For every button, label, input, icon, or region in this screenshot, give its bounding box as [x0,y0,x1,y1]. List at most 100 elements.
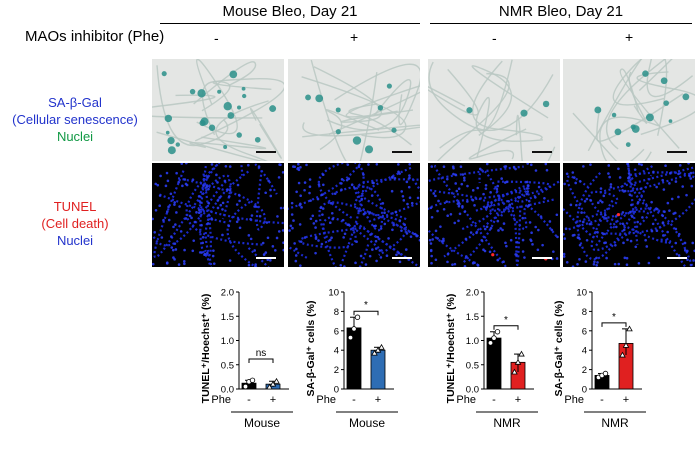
nucleus-dot [434,258,438,262]
nucleus-dot [599,199,602,202]
tunel-positive-cell [616,213,621,217]
nucleus-dot [299,264,302,267]
y-axis-label: SA-β-Gal⁺ cells (%) [553,301,565,397]
nucleus-dot [626,238,629,242]
sabgal-positive-cell [625,142,631,147]
nucleus-dot [271,245,275,248]
nucleus-dot [317,183,321,186]
nucleus-dot [174,223,177,226]
tissue-strand [428,68,479,116]
nucleus-dot [379,227,383,230]
nucleus-dot [330,236,333,239]
nucleus-dot [505,244,508,248]
nucleus-dot [391,228,394,232]
nucleus-dot [677,254,681,257]
nucleus-dot [446,260,449,264]
nucleus-dot [191,178,195,182]
sabgal-positive-cell [611,112,617,118]
tissue-strand [156,100,269,161]
nucleus-dot [626,163,629,166]
nucleus-dot [210,218,214,221]
nucleus-dot [387,237,390,240]
mouse-plus-sign: + [350,29,359,45]
nucleus-dot [292,165,295,168]
nucleus-dot [173,258,176,261]
y-tick-label: 2.0 [221,288,234,299]
nucleus-dot [628,193,632,197]
nucleus-dot [202,184,205,188]
nucleus-dot [552,250,555,253]
tissue-strand [475,180,552,212]
nucleus-dot [603,241,606,245]
nucleus-dot [357,209,361,213]
nucleus-dot [236,183,240,187]
nucleus-dot [442,208,446,211]
nucleus-dot [464,237,468,241]
nucleus-dot [589,163,592,166]
nucleus-dot [581,220,585,224]
nucleus-dot [357,165,361,169]
nucleus-dot [226,188,229,191]
y-tick-label: 0 [582,385,587,396]
tunel-nmr-vehicle-image [428,163,560,267]
nucleus-dot [629,210,632,214]
nucleus-dot [637,261,641,265]
data-point [514,358,522,365]
data-point [347,334,354,341]
nucleus-dot [368,211,372,214]
nmr-plus-sign: + [625,29,634,45]
sabgal-positive-cell [630,124,636,130]
nucleus-dot [500,177,503,180]
nucleus-dot [666,230,669,234]
nucleus-dot [454,173,457,177]
bar-chart-svg: SA-β-Gal⁺ cells (%) 0 2 4 6 8 10 - + * Phe NMR [553,288,646,430]
significance-bracket [493,325,519,330]
nucleus-dot [527,204,530,208]
nucleus-dot [609,185,613,189]
sabgal-positive-cell [227,112,235,119]
nucleus-dot [596,231,599,234]
nucleus-dot [390,189,394,193]
nucleus-dot [514,253,517,256]
nucleus-dot [523,256,526,259]
data-point [371,349,378,356]
nucleus-dot [262,253,266,256]
nucleus-dot [295,190,298,194]
nucleus-dot [235,203,239,206]
nucleus-dot [247,263,251,267]
tissue-strand [196,59,238,135]
significance-bracket [248,358,274,363]
nucleus-dot [379,256,383,259]
nucleus-dot [206,176,209,179]
x-category-label: - [492,394,496,406]
sabgal-positive-cell [365,145,374,154]
nucleus-dot [398,172,401,175]
nucleus-dot [458,212,462,216]
nucleus-dot [294,254,298,257]
scale-bar [256,151,276,153]
tissue-strand [177,170,266,231]
nucleus-dot [254,264,257,267]
nucleus-dot [160,236,164,239]
nucleus-dot [321,207,325,210]
species-label: Mouse [244,416,280,430]
nucleus-dot [466,200,469,203]
nucleus-dot [502,222,506,225]
nucleus-dot [608,175,611,179]
nucleus-dot [408,196,412,199]
nucleus-dot [464,255,468,258]
y-tick-label: 2 [582,365,587,376]
sabgal-positive-cell [217,89,222,94]
nucleus-dot [341,218,345,222]
nucleus-dot [504,241,507,245]
nucleus-dot [376,235,380,239]
tissue-strand [605,59,673,150]
nucleus-dot [238,226,242,230]
nucleus-dot [526,190,530,193]
nucleus-dot [228,189,232,192]
nucleus-dot [237,193,241,197]
nucleus-dot [394,210,398,214]
nucleus-dot [521,238,525,242]
nucleus-dot [205,184,209,187]
nucleus-dot [601,200,604,204]
